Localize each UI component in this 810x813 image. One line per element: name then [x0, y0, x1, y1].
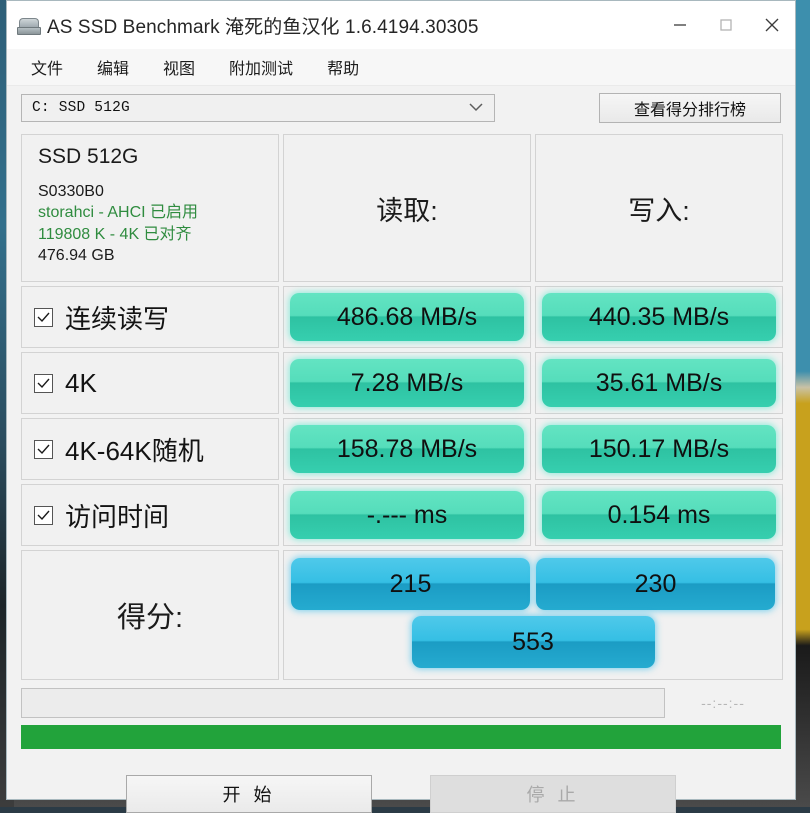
- value-cell-read: 486.68 MB/s: [283, 286, 531, 348]
- drive-driver: storahci - AHCI 已启用: [38, 202, 278, 223]
- menu-item-edit[interactable]: 编辑: [95, 53, 131, 81]
- minimize-button[interactable]: [657, 1, 703, 48]
- value-cell-write: 35.61 MB/s: [535, 352, 783, 414]
- drive-firmware: S0330B0: [38, 181, 278, 202]
- table-row: 访问时间 -.--- ms 0.154 ms: [21, 484, 781, 546]
- table-row: 4K-64K随机 158.78 MB/s 150.17 MB/s: [21, 418, 781, 480]
- status-row: --:--:--: [21, 688, 781, 718]
- table-row: 连续读写 486.68 MB/s 440.35 MB/s: [21, 286, 781, 348]
- benchmark-table: SSD 512G S0330B0 storahci - AHCI 已启用 119…: [21, 134, 781, 680]
- result-badge: 150.17 MB/s: [542, 425, 776, 473]
- action-buttons: 开 始 停 止: [7, 775, 795, 813]
- drive-select-value: C: SSD 512G: [32, 100, 130, 116]
- menu-bar: 文件 编辑 视图 附加测试 帮助: [7, 49, 795, 86]
- checkbox-icon[interactable]: [34, 506, 53, 525]
- menu-item-extra-tests[interactable]: 附加测试: [227, 53, 295, 81]
- test-label: 访问时间: [65, 497, 169, 534]
- menu-item-help[interactable]: 帮助: [325, 53, 361, 81]
- drive-icon: [17, 14, 39, 36]
- test-label: 4K: [65, 368, 97, 399]
- score-row: 得分: 215 230 553: [21, 550, 781, 680]
- toolbar: C: SSD 512G 查看得分排行榜: [7, 86, 795, 130]
- close-button[interactable]: [749, 1, 795, 48]
- score-label: 得分:: [21, 550, 279, 680]
- drive-model: SSD 512G: [38, 145, 278, 169]
- value-cell-read: 7.28 MB/s: [283, 352, 531, 414]
- stop-button: 停 止: [430, 775, 676, 813]
- result-badge: 7.28 MB/s: [290, 359, 524, 407]
- checkbox-icon[interactable]: [34, 308, 53, 327]
- value-cell-read: 158.78 MB/s: [283, 418, 531, 480]
- app-window: AS SSD Benchmark 淹死的鱼汉化 1.6.4194.30305 文…: [6, 0, 796, 800]
- drive-alignment: 119808 K - 4K 已对齐: [38, 224, 278, 245]
- value-cell-write: 0.154 ms: [535, 484, 783, 546]
- test-label: 连续读写: [65, 299, 169, 336]
- window-title: AS SSD Benchmark 淹死的鱼汉化 1.6.4194.30305: [47, 12, 479, 39]
- menu-item-view[interactable]: 视图: [161, 53, 197, 81]
- checkbox-icon[interactable]: [34, 374, 53, 393]
- score-badge-write: 230: [536, 558, 775, 610]
- menu-item-file[interactable]: 文件: [29, 53, 65, 81]
- test-row-access-time[interactable]: 访问时间: [21, 484, 279, 546]
- drive-capacity: 476.94 GB: [38, 245, 278, 266]
- progress-bar: [21, 725, 781, 749]
- test-row-4k-64k[interactable]: 4K-64K随机: [21, 418, 279, 480]
- column-header-read: 读取:: [283, 134, 531, 282]
- status-text-box: [21, 688, 665, 718]
- test-row-seq[interactable]: 连续读写: [21, 286, 279, 348]
- value-cell-write: 150.17 MB/s: [535, 418, 783, 480]
- result-badge: 440.35 MB/s: [542, 293, 776, 341]
- result-badge: 35.61 MB/s: [542, 359, 776, 407]
- maximize-button[interactable]: [703, 1, 749, 48]
- score-badge-total: 553: [412, 616, 655, 668]
- table-header-row: SSD 512G S0330B0 storahci - AHCI 已启用 119…: [21, 134, 781, 282]
- title-bar: AS SSD Benchmark 淹死的鱼汉化 1.6.4194.30305: [7, 1, 795, 49]
- result-badge: 0.154 ms: [542, 491, 776, 539]
- table-row: 4K 7.28 MB/s 35.61 MB/s: [21, 352, 781, 414]
- result-badge: 158.78 MB/s: [290, 425, 524, 473]
- value-cell-read: -.--- ms: [283, 484, 531, 546]
- drive-select[interactable]: C: SSD 512G: [21, 94, 495, 122]
- test-row-4k[interactable]: 4K: [21, 352, 279, 414]
- result-badge: -.--- ms: [290, 491, 524, 539]
- elapsed-time: --:--:--: [665, 695, 781, 711]
- drive-info-panel: SSD 512G S0330B0 storahci - AHCI 已启用 119…: [21, 134, 279, 282]
- value-cell-write: 440.35 MB/s: [535, 286, 783, 348]
- score-values-panel: 215 230 553: [283, 550, 783, 680]
- score-badge-read: 215: [291, 558, 530, 610]
- chevron-down-icon: [468, 99, 484, 117]
- column-header-write: 写入:: [535, 134, 783, 282]
- window-controls: [657, 1, 795, 48]
- start-button[interactable]: 开 始: [126, 775, 372, 813]
- result-badge: 486.68 MB/s: [290, 293, 524, 341]
- test-label: 4K-64K随机: [65, 431, 204, 468]
- view-ranking-button[interactable]: 查看得分排行榜: [599, 93, 781, 123]
- checkbox-icon[interactable]: [34, 440, 53, 459]
- progress-bar-fill: [21, 725, 781, 749]
